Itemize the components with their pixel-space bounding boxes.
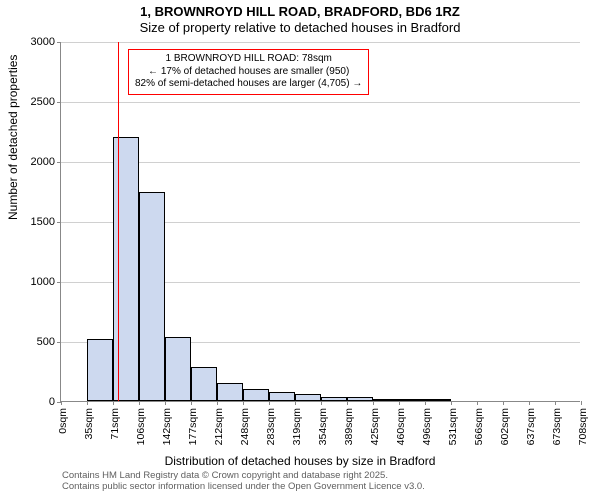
- y-tick-label: 1500: [15, 216, 55, 228]
- x-tick-label: 425sqm: [369, 408, 381, 452]
- annotation-box: 1 BROWNROYD HILL ROAD: 78sqm← 17% of det…: [128, 49, 369, 95]
- chart-subtitle: Size of property relative to detached ho…: [0, 20, 600, 35]
- x-tick-label: 35sqm: [83, 408, 95, 452]
- x-tick-mark: [61, 401, 62, 405]
- attribution-line: Contains HM Land Registry data © Crown c…: [62, 470, 425, 481]
- annotation-line: 82% of semi-detached houses are larger (…: [135, 78, 362, 91]
- x-tick-mark: [451, 401, 452, 405]
- x-tick-label: 0sqm: [57, 408, 69, 452]
- x-tick-label: 389sqm: [343, 408, 355, 452]
- histogram-bar: [269, 392, 295, 401]
- x-tick-mark: [269, 401, 270, 405]
- histogram-bar: [399, 399, 425, 401]
- y-tick-mark: [57, 102, 61, 103]
- x-tick-label: 602sqm: [499, 408, 511, 452]
- x-tick-mark: [113, 401, 114, 405]
- x-tick-label: 319sqm: [291, 408, 303, 452]
- chart-title-address: 1, BROWNROYD HILL ROAD, BRADFORD, BD6 1R…: [0, 4, 600, 19]
- x-tick-mark: [321, 401, 322, 405]
- x-tick-mark: [425, 401, 426, 405]
- x-tick-mark: [555, 401, 556, 405]
- x-tick-mark: [581, 401, 582, 405]
- x-tick-label: 708sqm: [577, 408, 589, 452]
- x-tick-label: 531sqm: [447, 408, 459, 452]
- y-axis-label: Number of detached properties: [6, 55, 20, 220]
- x-tick-label: 142sqm: [161, 408, 173, 452]
- y-tick-label: 2500: [15, 96, 55, 108]
- x-tick-mark: [139, 401, 140, 405]
- attribution-text: Contains HM Land Registry data © Crown c…: [62, 470, 425, 493]
- histogram-bar: [295, 394, 321, 401]
- x-tick-mark: [399, 401, 400, 405]
- histogram-bar: [243, 389, 269, 401]
- histogram-bar: [139, 192, 165, 401]
- x-tick-mark: [503, 401, 504, 405]
- y-tick-label: 3000: [15, 36, 55, 48]
- histogram-bar: [87, 339, 113, 401]
- x-tick-label: 212sqm: [213, 408, 225, 452]
- gridline: [61, 102, 580, 103]
- x-tick-mark: [87, 401, 88, 405]
- y-tick-label: 2000: [15, 156, 55, 168]
- plot-area: 1 BROWNROYD HILL ROAD: 78sqm← 17% of det…: [60, 42, 580, 402]
- y-tick-label: 0: [15, 396, 55, 408]
- x-tick-mark: [529, 401, 530, 405]
- x-tick-label: 460sqm: [395, 408, 407, 452]
- x-tick-mark: [373, 401, 374, 405]
- y-tick-label: 500: [15, 336, 55, 348]
- x-tick-label: 566sqm: [473, 408, 485, 452]
- x-axis-label: Distribution of detached houses by size …: [0, 454, 600, 468]
- y-tick-mark: [57, 222, 61, 223]
- x-tick-label: 248sqm: [239, 408, 251, 452]
- histogram-chart: 1, BROWNROYD HILL ROAD, BRADFORD, BD6 1R…: [0, 0, 600, 500]
- histogram-bar: [191, 367, 217, 401]
- histogram-bar: [347, 397, 373, 401]
- histogram-bar: [321, 397, 347, 401]
- x-tick-label: 637sqm: [525, 408, 537, 452]
- x-tick-mark: [165, 401, 166, 405]
- histogram-bar: [373, 399, 399, 401]
- x-tick-label: 283sqm: [265, 408, 277, 452]
- histogram-bar: [425, 399, 451, 401]
- histogram-bar: [165, 337, 191, 401]
- x-tick-label: 496sqm: [421, 408, 433, 452]
- x-tick-label: 71sqm: [109, 408, 121, 452]
- x-tick-mark: [217, 401, 218, 405]
- x-tick-mark: [243, 401, 244, 405]
- y-tick-mark: [57, 42, 61, 43]
- x-tick-label: 673sqm: [551, 408, 563, 452]
- property-marker-line: [118, 42, 119, 401]
- y-tick-mark: [57, 282, 61, 283]
- x-tick-label: 177sqm: [187, 408, 199, 452]
- x-tick-label: 354sqm: [317, 408, 329, 452]
- attribution-line: Contains public sector information licen…: [62, 481, 425, 492]
- x-tick-mark: [295, 401, 296, 405]
- y-tick-mark: [57, 162, 61, 163]
- histogram-bar: [113, 137, 139, 401]
- gridline: [61, 42, 580, 43]
- y-tick-label: 1000: [15, 276, 55, 288]
- histogram-bar: [217, 383, 243, 401]
- annotation-line: 1 BROWNROYD HILL ROAD: 78sqm: [135, 53, 362, 66]
- y-tick-mark: [57, 342, 61, 343]
- x-tick-label: 106sqm: [135, 408, 147, 452]
- annotation-line: ← 17% of detached houses are smaller (95…: [135, 66, 362, 79]
- x-tick-mark: [477, 401, 478, 405]
- x-tick-mark: [191, 401, 192, 405]
- x-tick-mark: [347, 401, 348, 405]
